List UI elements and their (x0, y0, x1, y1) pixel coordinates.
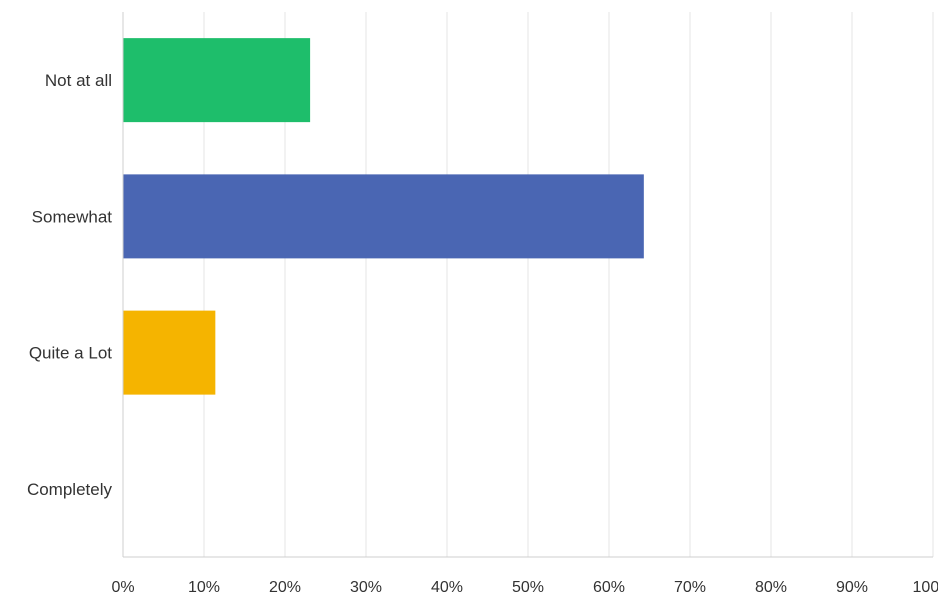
x-tick-label-50: 50% (512, 579, 544, 596)
bar-quite-a-lot (123, 310, 216, 395)
category-labels: Not at all Somewhat Quite a Lot Completely (27, 71, 113, 499)
x-tick-label-40: 40% (431, 579, 463, 596)
x-tick-label-70: 70% (674, 579, 706, 596)
category-label-completely: Completely (27, 480, 113, 499)
bars (123, 38, 644, 395)
x-tick-label-30: 30% (350, 579, 382, 596)
category-label-somewhat: Somewhat (32, 207, 113, 226)
x-tick-label-10: 10% (188, 579, 220, 596)
gridlines (203, 12, 934, 557)
category-label-quite-a-lot: Quite a Lot (29, 344, 112, 363)
x-tick-label-20: 20% (269, 579, 301, 596)
x-tick-labels: 0% 10% 20% 30% 40% 50% 60% 70% 80% 90% 100% (111, 579, 938, 596)
x-tick-label-60: 60% (593, 579, 625, 596)
x-tick-label-100: 100% (913, 579, 938, 596)
bar-somewhat (123, 174, 644, 259)
x-tick-label-90: 90% (836, 579, 868, 596)
category-label-not-at-all: Not at all (45, 71, 112, 90)
bar-not-at-all (123, 38, 311, 123)
x-tick-label-80: 80% (755, 579, 787, 596)
x-tick-label-0: 0% (111, 579, 134, 596)
